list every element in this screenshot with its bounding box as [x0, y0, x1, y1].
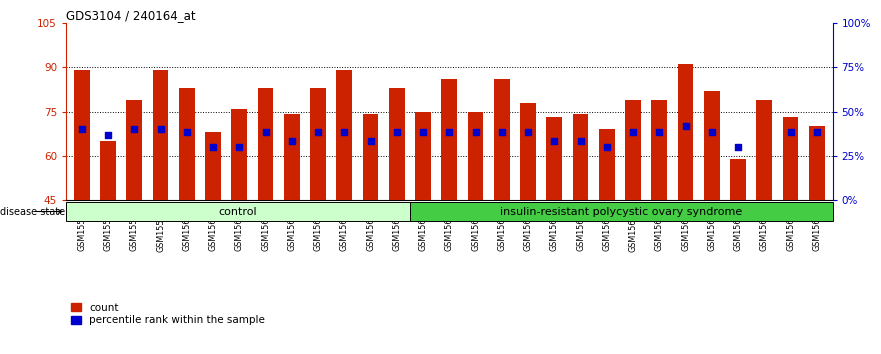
Point — [442, 129, 456, 135]
Point — [574, 138, 588, 144]
Bar — [441, 79, 457, 200]
Bar — [389, 88, 404, 200]
Text: insulin-resistant polycystic ovary syndrome: insulin-resistant polycystic ovary syndr… — [500, 206, 742, 217]
Point — [705, 129, 719, 135]
Point — [285, 138, 299, 144]
Bar — [599, 129, 615, 200]
Text: control: control — [218, 206, 257, 217]
Bar — [651, 100, 667, 200]
Bar — [782, 118, 798, 200]
Bar — [257, 88, 273, 200]
Bar — [363, 114, 379, 200]
Point — [600, 144, 614, 150]
Point — [547, 138, 561, 144]
Point — [75, 126, 89, 132]
Bar — [205, 132, 221, 200]
Bar — [410, 202, 833, 221]
Bar — [520, 103, 536, 200]
Point — [258, 129, 272, 135]
Text: GDS3104 / 240164_at: GDS3104 / 240164_at — [66, 9, 196, 22]
Point — [389, 129, 403, 135]
Text: disease state: disease state — [0, 206, 65, 217]
Bar — [74, 70, 90, 200]
Point — [652, 129, 666, 135]
Point — [416, 129, 430, 135]
Point — [206, 144, 220, 150]
Bar — [757, 100, 772, 200]
Bar — [127, 100, 142, 200]
Point — [469, 129, 483, 135]
Bar — [415, 112, 431, 200]
Point — [521, 129, 535, 135]
Bar — [468, 112, 484, 200]
Bar — [626, 100, 640, 200]
Point — [153, 126, 167, 132]
Point — [364, 138, 378, 144]
Point — [180, 129, 194, 135]
Point — [495, 129, 509, 135]
Point — [678, 124, 692, 129]
Point — [626, 129, 640, 135]
Point — [731, 144, 745, 150]
Point — [810, 129, 824, 135]
Point — [127, 126, 141, 132]
Bar — [152, 70, 168, 200]
Point — [233, 144, 247, 150]
Bar — [809, 126, 825, 200]
Bar — [66, 202, 410, 221]
Legend: count, percentile rank within the sample: count, percentile rank within the sample — [71, 303, 265, 325]
Point — [101, 132, 115, 138]
Bar — [704, 91, 720, 200]
Bar — [573, 114, 589, 200]
Bar — [179, 88, 195, 200]
Point — [311, 129, 325, 135]
Point — [758, 224, 772, 229]
Point — [337, 129, 352, 135]
Bar — [337, 70, 352, 200]
Point — [783, 129, 797, 135]
Bar — [100, 141, 116, 200]
Bar — [730, 159, 746, 200]
Bar — [677, 64, 693, 200]
Bar — [494, 79, 510, 200]
Bar — [546, 118, 562, 200]
Bar — [284, 114, 300, 200]
Bar — [232, 109, 248, 200]
Bar — [310, 88, 326, 200]
